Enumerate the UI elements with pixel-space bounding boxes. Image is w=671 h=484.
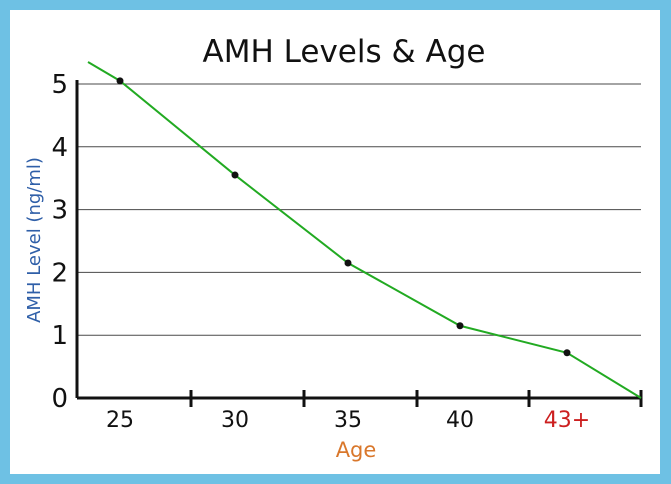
y-tick-label: 0 [51,384,68,414]
y-axis-ticks: 0 1 2 3 4 5 [51,70,68,414]
x-tick-label: 43+ [544,408,590,433]
data-point [456,322,464,330]
data-point [344,259,352,267]
x-tick-label: 35 [334,408,362,433]
x-tick-label: 40 [446,408,474,433]
x-axis-ticks: 25 30 35 40 43+ [106,390,643,433]
y-tick-label: 4 [51,133,68,163]
grid-lines [77,83,641,336]
series-layer [87,61,642,399]
data-point [563,349,571,357]
y-tick-label: 1 [51,321,68,351]
chart-title: AMH Levels & Age [203,34,486,70]
x-tick-label: 30 [221,408,249,433]
data-point [231,171,239,179]
x-axis-label: Age [336,438,377,462]
y-tick-label: 3 [51,196,68,226]
data-point [116,77,124,85]
series-line [87,61,642,399]
y-tick-label: 5 [51,70,68,100]
y-tick-label: 2 [51,258,68,288]
y-axis-label: AMH Level (ng/ml) [24,157,45,323]
x-tick-label: 25 [106,408,134,433]
